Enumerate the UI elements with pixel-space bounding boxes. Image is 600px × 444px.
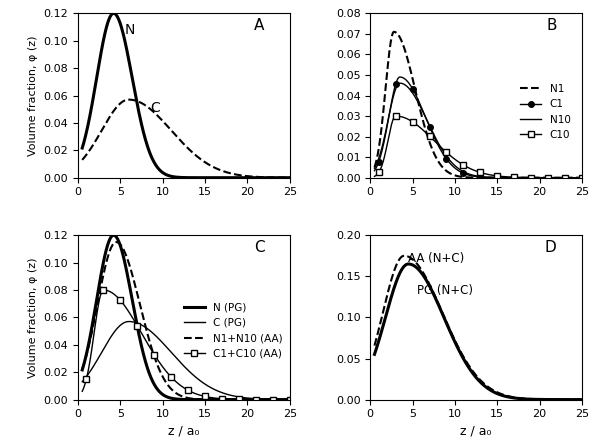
Text: D: D <box>545 240 557 255</box>
Text: AA (N+C): AA (N+C) <box>409 251 464 265</box>
X-axis label: z / a₀: z / a₀ <box>460 425 492 438</box>
Legend: N (PG), C (PG), N1+N10 (AA), C1+C10 (AA): N (PG), C (PG), N1+N10 (AA), C1+C10 (AA) <box>179 298 287 363</box>
Text: N: N <box>125 23 135 37</box>
Text: C: C <box>254 240 265 255</box>
Text: C: C <box>150 101 160 115</box>
Text: B: B <box>546 18 557 33</box>
Y-axis label: Volume fraction, φ (z): Volume fraction, φ (z) <box>28 257 38 378</box>
Y-axis label: Volume fraction, φ (z): Volume fraction, φ (z) <box>28 35 38 156</box>
Legend: N1, C1, N10, C10: N1, C1, N10, C10 <box>516 80 575 144</box>
Text: PG (N+C): PG (N+C) <box>417 285 473 297</box>
X-axis label: z / a₀: z / a₀ <box>168 425 200 438</box>
Text: A: A <box>254 18 265 33</box>
